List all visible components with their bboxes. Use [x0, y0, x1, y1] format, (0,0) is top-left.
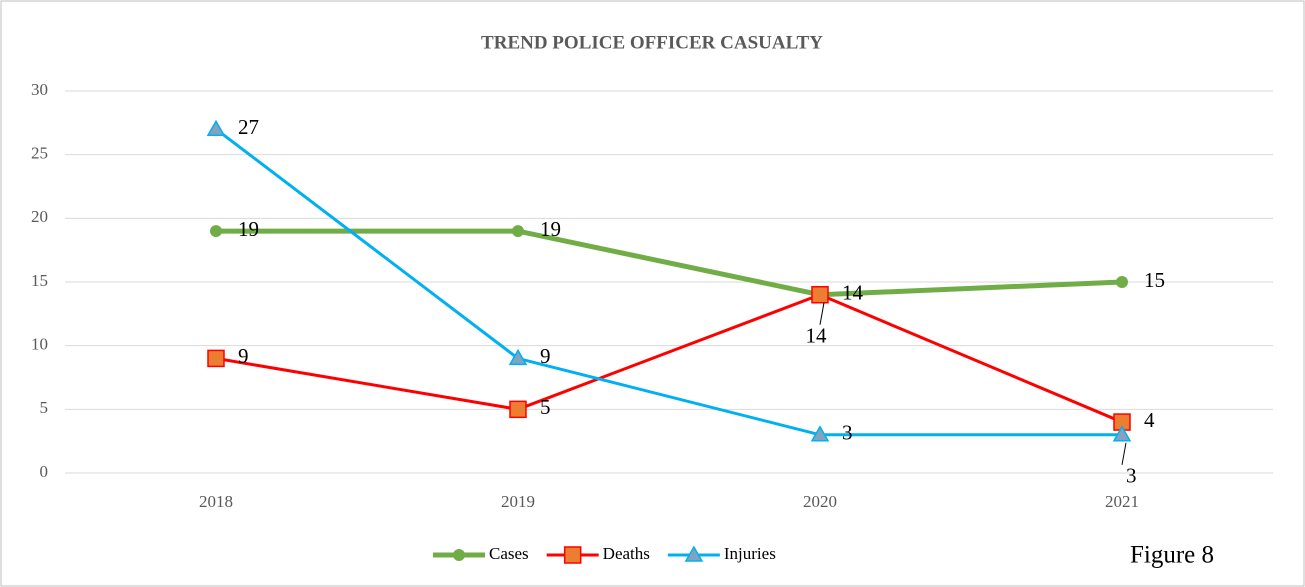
data-label: 3 [842, 421, 853, 445]
annotation: Figure 8 [1130, 542, 1214, 569]
y-tick-label: 30 [31, 80, 48, 99]
legend-marker [684, 545, 704, 562]
series-line [215, 293, 1123, 424]
y-tick-label: 15 [31, 271, 48, 290]
y-tick-label: 10 [31, 335, 48, 354]
data-label: 19 [540, 217, 561, 241]
y-tick-label: 25 [31, 144, 48, 163]
series-line [215, 128, 1122, 437]
data-label: 15 [1144, 268, 1165, 292]
marker [206, 119, 226, 136]
y-tick-label: 5 [40, 398, 49, 417]
marker [810, 425, 830, 442]
data-label: 9 [540, 344, 551, 368]
data-label: 3 [1126, 464, 1137, 488]
x-tick-label: 2020 [803, 492, 837, 511]
marker [210, 225, 222, 238]
marker [207, 349, 225, 368]
marker [512, 225, 524, 238]
series-line [216, 228, 1123, 298]
data-label: 14 [806, 324, 828, 348]
legend-marker [563, 546, 582, 564]
marker [811, 285, 829, 304]
legend-marker [453, 549, 465, 561]
marker [508, 348, 528, 366]
x-tick-label: 2021 [1105, 492, 1139, 511]
data-label: 5 [540, 395, 551, 419]
legend-label: Cases [489, 544, 529, 563]
leader-line [1121, 442, 1127, 465]
marker [1112, 425, 1132, 442]
y-tick-label: 20 [31, 207, 48, 226]
marker [509, 400, 527, 419]
x-tick-label: 2018 [199, 492, 233, 511]
y-tick-label: 0 [40, 462, 49, 481]
data-label: 14 [842, 281, 864, 305]
data-label: 4 [1144, 408, 1155, 432]
data-label: 19 [238, 217, 259, 241]
data-label: 9 [238, 344, 249, 368]
legend-label: Deaths [603, 544, 650, 563]
chart-title: TREND POLICE OFFICER CASUALTY [481, 32, 823, 53]
leader-line [819, 302, 825, 325]
legend-label: Injuries [724, 544, 776, 563]
marker [1116, 276, 1128, 288]
x-tick-label: 2019 [501, 492, 535, 511]
data-label: 27 [238, 115, 259, 139]
